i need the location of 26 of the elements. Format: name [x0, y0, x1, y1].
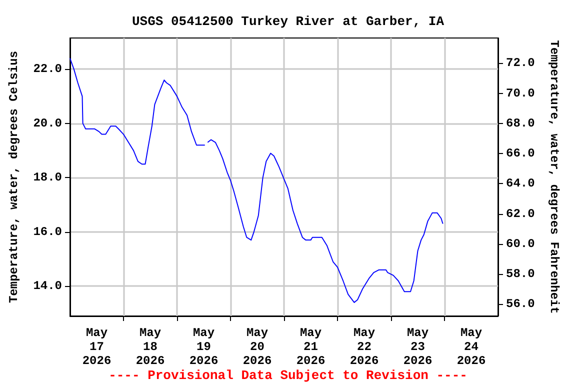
x-tick-label: May 23 2026: [403, 326, 432, 368]
y-axis-title: Temperature, water, degrees Celsius: [7, 50, 21, 304]
y2-tick-label: 58.0: [506, 267, 535, 282]
x-tick-label: May 18 2026: [136, 326, 165, 368]
chart-title: USGS 05412500 Turkey River at Garber, IA: [132, 14, 444, 29]
y2-tick-label: 60.0: [506, 236, 535, 251]
y2-tick-label: 66.0: [506, 146, 535, 161]
y-tick-label: 18.0: [33, 170, 62, 185]
x-tick-label: May 24 2026: [456, 326, 486, 368]
y2-tick-label: 62.0: [506, 206, 535, 221]
y-tick-label: 16.0: [33, 224, 62, 239]
y-tick-label: 20.0: [33, 116, 62, 130]
x-tick-label: May 21 2026: [296, 326, 326, 368]
y2-tick-label: 64.0: [506, 176, 535, 191]
y-tick-label: 22.0: [33, 62, 62, 76]
x-tick-label: May 19 2026: [189, 326, 218, 368]
y2-tick-label: 56.0: [506, 297, 535, 312]
y2-tick-label: 68.0: [506, 116, 535, 130]
y-tick-label: 14.0: [33, 279, 62, 294]
y2-tick-label: 72.0: [506, 56, 535, 70]
x-tick-label: May 20 2026: [242, 326, 272, 368]
y2-tick-label: 70.0: [506, 86, 535, 100]
y2-axis-title: Temperature, water, degrees Fahrenheit: [547, 40, 561, 314]
x-tick-label: May 17 2026: [82, 326, 112, 368]
text: ---- Provisional Data Subject to Revision ----: [108, 368, 468, 383]
x-tick-label: May 22 2026: [350, 326, 379, 368]
